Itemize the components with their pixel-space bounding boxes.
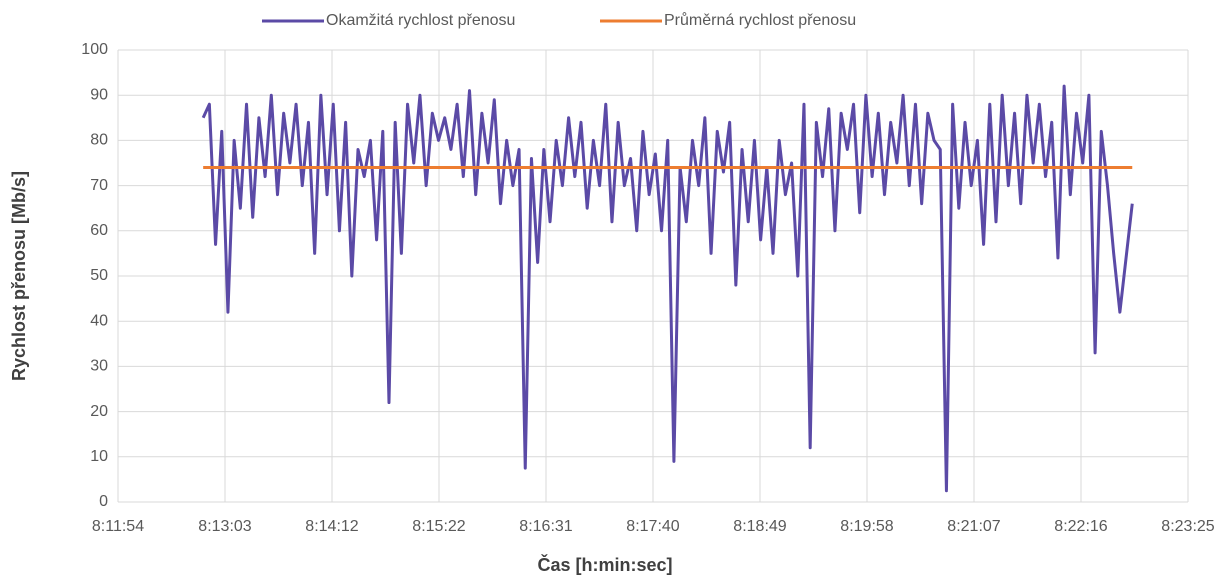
- data-line: [201, 84, 1134, 493]
- x-tick-label: 8:22:16: [1054, 518, 1107, 535]
- y-axis-label: Rychlost přenosu [Mb/s]: [9, 171, 29, 381]
- x-tick-label: 8:18:49: [733, 518, 786, 535]
- y-tick-label: 50: [90, 267, 108, 284]
- x-tick-label: 8:13:03: [198, 518, 251, 535]
- y-tick-label: 40: [90, 312, 108, 329]
- y-tick-label: 100: [81, 41, 108, 58]
- x-tick-label: 8:17:40: [626, 518, 679, 535]
- x-tick-label: 8:19:58: [840, 518, 893, 535]
- y-tick-label: 10: [90, 448, 108, 465]
- x-axis-label: Čas [h:min:sec]: [537, 554, 672, 575]
- x-tick-label: 8:14:12: [305, 518, 358, 535]
- x-tick-label: 8:23:25: [1161, 518, 1214, 535]
- x-tick-label: 8:15:22: [412, 518, 465, 535]
- y-tick-label: 70: [90, 177, 108, 194]
- legend-label: Okamžitá rychlost přenosu: [326, 12, 515, 29]
- x-tick-label: 8:11:54: [92, 518, 144, 535]
- x-tick-label: 8:16:31: [519, 518, 572, 535]
- y-tick-label: 20: [90, 403, 108, 420]
- y-tick-label: 0: [99, 493, 108, 510]
- legend-label: Průměrná rychlost přenosu: [664, 11, 856, 29]
- y-tick-label: 90: [90, 86, 108, 103]
- y-tick-label: 80: [90, 132, 108, 149]
- x-tick-label: 8:21:07: [947, 518, 1000, 535]
- y-tick-label: 30: [90, 358, 108, 375]
- y-tick-label: 60: [90, 222, 108, 239]
